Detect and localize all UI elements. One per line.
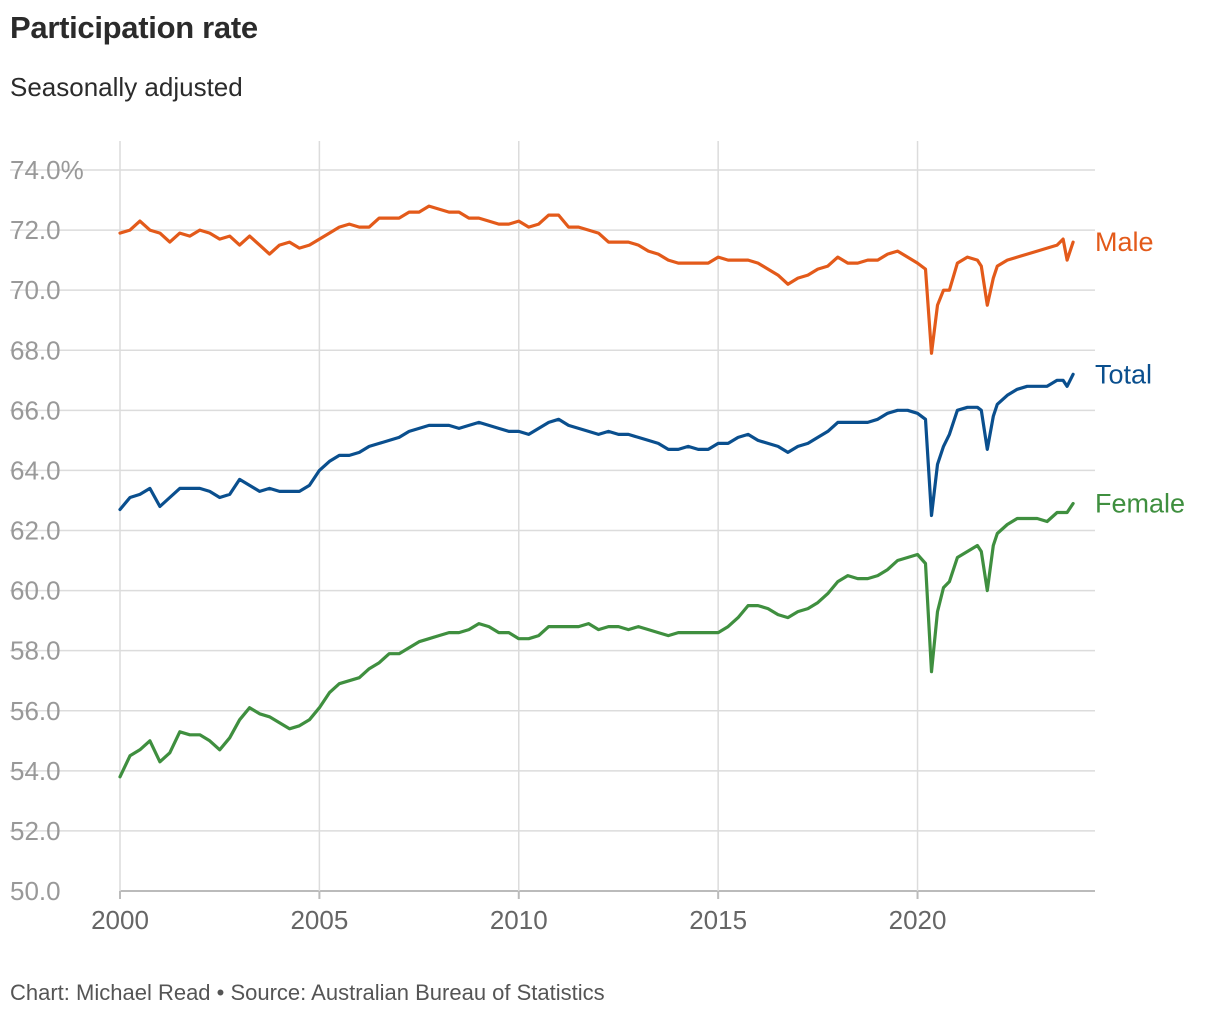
- series-labels: Male Total Female: [1095, 227, 1185, 518]
- x-tick-label: 2005: [290, 905, 348, 935]
- chart-subtitle: Seasonally adjusted: [10, 72, 243, 102]
- y-tick-label: 58.0: [10, 636, 61, 666]
- y-axis-ticks: 74.0% 72.0 70.0 68.0 66.0 64.0 62.0 60.0 58.0 56.…: [10, 155, 84, 906]
- chart-title: Participation rate: [10, 10, 258, 45]
- y-tick-label: 62.0: [10, 516, 61, 546]
- y-tick-label: 50.0: [10, 876, 61, 906]
- y-tick-label: 72.0: [10, 215, 61, 245]
- y-tick-label: 74.0%: [10, 155, 84, 185]
- y-tick-label: 66.0: [10, 395, 61, 425]
- y-tick-label: 68.0: [10, 335, 61, 365]
- series-label-female: Female: [1095, 488, 1185, 518]
- series-line-total: [118, 372, 1075, 518]
- series-label-total: Total: [1095, 359, 1152, 389]
- x-tick-label: 2020: [889, 905, 947, 935]
- grid-lines: [10, 141, 1095, 899]
- chart-footer: Chart: Michael Read • Source: Australian…: [10, 980, 605, 1005]
- x-axis-ticks: 2000 2005 2010 2015 2020: [91, 905, 946, 935]
- series-line-male: [118, 204, 1075, 355]
- y-tick-label: 56.0: [10, 696, 61, 726]
- x-tick-label: 2010: [490, 905, 548, 935]
- line-chart: 74.0% 72.0 70.0 68.0 66.0 64.0 62.0 60.0 58.0 56.…: [10, 141, 1185, 935]
- series-line-female: [118, 501, 1075, 779]
- x-tick-label: 2000: [91, 905, 149, 935]
- y-tick-label: 70.0: [10, 275, 61, 305]
- series-label-male: Male: [1095, 227, 1154, 257]
- y-tick-label: 52.0: [10, 816, 61, 846]
- x-tick-label: 2015: [689, 905, 747, 935]
- y-tick-label: 60.0: [10, 576, 61, 606]
- series-lines: [118, 204, 1075, 779]
- y-tick-label: 54.0: [10, 756, 61, 786]
- y-tick-label: 64.0: [10, 455, 61, 485]
